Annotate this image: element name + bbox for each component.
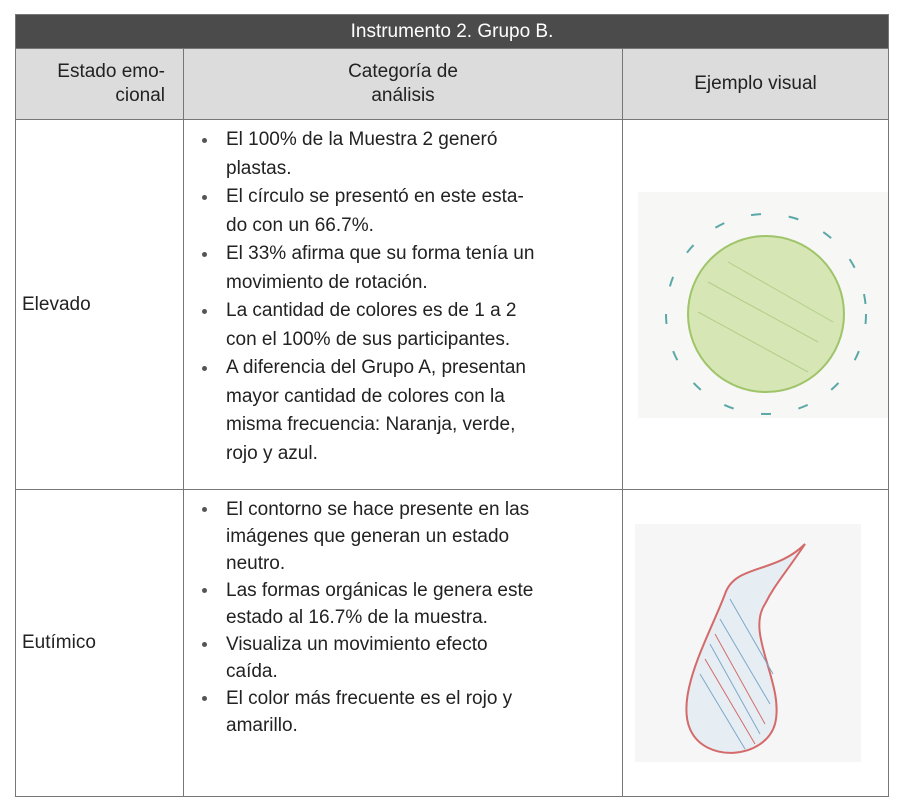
bullet-line: El contorno se hace presente en las (226, 499, 530, 520)
bullet-list: El 100% de la Muestra 2 generó plastas. El… (194, 126, 616, 468)
header-line: análisis (371, 85, 435, 106)
bullet-item: Las formas orgánicas le genera este estad… (194, 577, 616, 631)
bullet-line: rojo y azul. (226, 442, 318, 464)
bullet-line: A diferencia del Grupo A, presentan (226, 357, 526, 378)
bullet-item: El círculo se presentó en este esta-do c… (194, 183, 616, 240)
bullet-line: El color más frecuente es el rojo y (226, 688, 513, 709)
bullet-line: caída. (226, 661, 278, 682)
header-cell: Categoría de análisis (183, 48, 623, 120)
bullet-line: mayor cantidad de colores con la (226, 385, 505, 407)
table-wrap: Instrumento 2. Grupo B. Estado emo-ciona… (15, 14, 889, 797)
table: Instrumento 2. Grupo B. Estado emo-ciona… (15, 14, 889, 797)
state-label: Elevado (22, 293, 91, 315)
circle-drawing (638, 191, 888, 418)
header-line: cional (115, 85, 165, 106)
bullet-item: La cantidad de colores es de 1 a 2 con el… (194, 297, 616, 354)
table-title: Instrumento 2. Grupo B. (15, 14, 889, 49)
bullet-line: El 100% de la Muestra 2 generó (226, 129, 498, 150)
bullet-list: El contorno se hace presente en las imáge… (194, 496, 616, 739)
header-line: Categoría de (348, 61, 458, 82)
bullet-item: El 100% de la Muestra 2 generó plastas. (194, 126, 616, 183)
bullet-item: El color más frecuente es el rojo y amari… (194, 685, 616, 739)
bullet-line: neutro. (226, 553, 286, 574)
drop-drawing (635, 524, 861, 762)
header-cell: Ejemplo visual (622, 48, 889, 120)
bullet-line: El 33% afirma que su forma tenía un (226, 243, 535, 264)
bullet-line: plastas. (226, 157, 292, 179)
bullet-line: estado al 16.7% de la muestra. (226, 607, 488, 628)
bullet-line: Las formas orgánicas le genera este (226, 580, 534, 601)
bullet-line: Visualiza un movimiento efecto (226, 634, 488, 655)
bullet-line: El círculo se presentó en este esta- (226, 186, 524, 207)
bullet-line: amarillo. (226, 715, 298, 736)
bullet-line: movimiento de rotación. (226, 271, 428, 293)
bullet-line: do con un 66.7%. (226, 214, 374, 236)
bullet-line: La cantidad de colores es de 1 a 2 (226, 300, 517, 321)
bullet-line: imágenes que generan un estado (226, 526, 510, 547)
bullet-line: con el 100% de sus participantes. (226, 328, 511, 350)
bullet-line: misma frecuencia: Naranja, verde, (226, 414, 516, 435)
header-line: Estado emo- (57, 61, 165, 82)
bullet-item: El 33% afirma que su forma tenía un movim… (194, 240, 616, 297)
bullet-item: Visualiza un movimiento efecto caída. (194, 631, 616, 685)
bullet-item: A diferencia del Grupo A, presentan mayor… (194, 354, 616, 468)
bullet-item: El contorno se hace presente en las imáge… (194, 496, 616, 577)
header-line: Ejemplo visual (694, 73, 817, 94)
header-cell: Estado emo-cional (15, 48, 184, 120)
state-label: Eutímico (22, 632, 96, 653)
